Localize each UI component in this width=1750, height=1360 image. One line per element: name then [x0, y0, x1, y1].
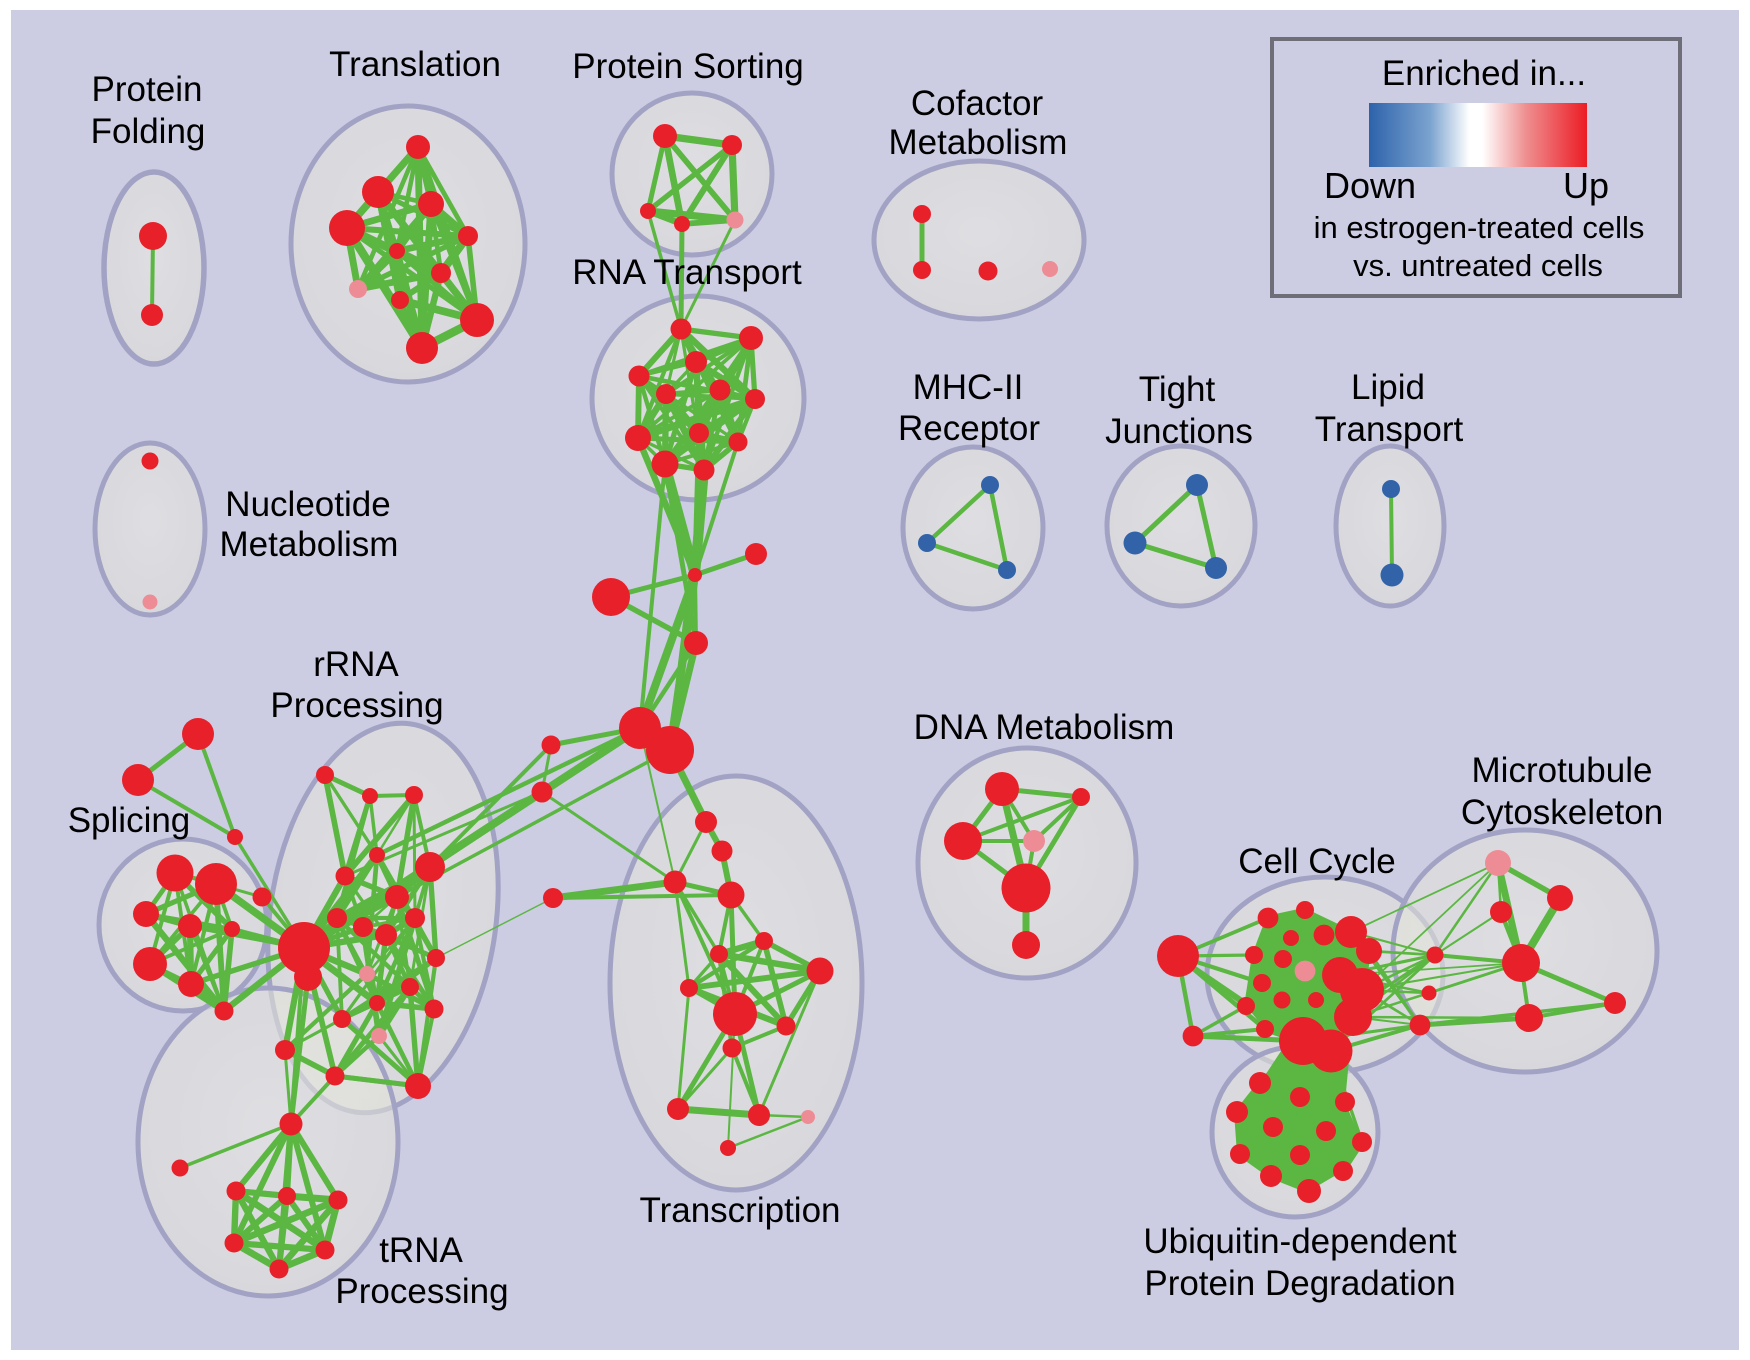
svg-text:Tight: Tight: [1139, 370, 1216, 409]
svg-text:Cofactor: Cofactor: [911, 84, 1044, 123]
svg-text:DNA Metabolism: DNA Metabolism: [914, 708, 1175, 747]
svg-text:Lipid: Lipid: [1351, 368, 1425, 407]
svg-text:Folding: Folding: [91, 112, 206, 151]
svg-text:Protein Sorting: Protein Sorting: [572, 47, 804, 86]
svg-text:Metabolism: Metabolism: [889, 123, 1068, 162]
svg-text:Protein Degradation: Protein Degradation: [1144, 1264, 1455, 1303]
svg-text:Microtubule: Microtubule: [1472, 751, 1653, 790]
svg-text:Ubiquitin-dependent: Ubiquitin-dependent: [1143, 1222, 1457, 1261]
svg-text:Translation: Translation: [329, 45, 501, 84]
svg-text:Nucleotide: Nucleotide: [225, 485, 390, 524]
svg-text:Metabolism: Metabolism: [220, 525, 399, 564]
svg-text:vs. untreated cells: vs. untreated cells: [1353, 248, 1603, 283]
svg-text:Receptor: Receptor: [898, 409, 1040, 448]
svg-text:Junctions: Junctions: [1105, 412, 1253, 451]
svg-text:Cytoskeleton: Cytoskeleton: [1461, 793, 1663, 832]
svg-text:Splicing: Splicing: [68, 801, 191, 840]
svg-text:Transcription: Transcription: [640, 1191, 841, 1230]
svg-text:RNA Transport: RNA Transport: [572, 253, 802, 292]
svg-text:Processing: Processing: [270, 686, 443, 725]
svg-text:rRNA: rRNA: [313, 645, 399, 684]
svg-text:Cell Cycle: Cell Cycle: [1238, 842, 1396, 881]
svg-text:Processing: Processing: [335, 1272, 508, 1311]
svg-text:Enriched in...: Enriched in...: [1382, 54, 1586, 93]
svg-text:Transport: Transport: [1315, 410, 1464, 449]
svg-text:MHC-II: MHC-II: [913, 368, 1024, 407]
svg-text:tRNA: tRNA: [379, 1231, 463, 1270]
svg-text:Down: Down: [1324, 165, 1416, 206]
svg-text:in estrogen-treated cells: in estrogen-treated cells: [1314, 210, 1645, 245]
svg-text:Up: Up: [1563, 165, 1609, 206]
svg-text:Protein: Protein: [92, 70, 203, 109]
